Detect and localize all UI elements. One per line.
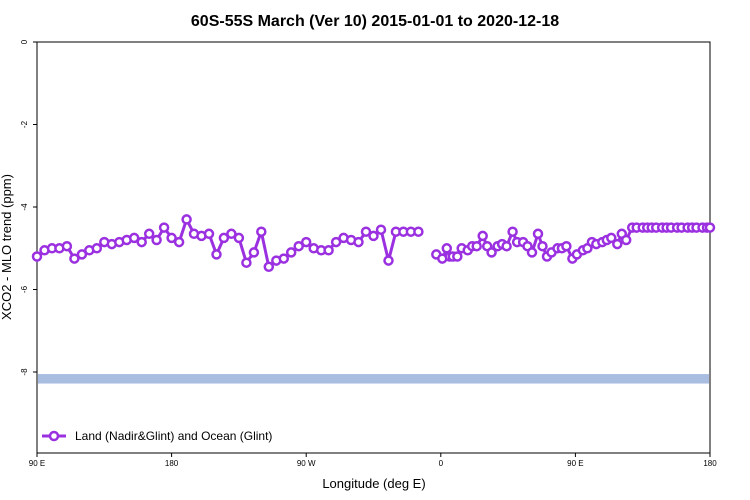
x-tick-label: 180: [165, 459, 179, 468]
y-tick-label: -2: [20, 120, 29, 128]
legend: Land (Nadir&Glint) and Ocean (Glint): [42, 429, 272, 443]
data-point: [486, 247, 497, 258]
data-point: [368, 230, 379, 242]
data-point: [69, 253, 80, 264]
data-point: [181, 214, 192, 225]
chart-title: 60S-55S March (Ver 10) 2015-01-01 to 202…: [191, 13, 559, 30]
data-point: [158, 222, 170, 233]
data-point: [278, 253, 290, 264]
y-axis: 0 -2 -4 -6 -8: [20, 39, 37, 376]
y-tick-label: 0: [20, 39, 29, 44]
data-point: [128, 232, 140, 244]
data-point: [293, 240, 304, 252]
plot-frame: [36, 41, 711, 454]
data-point: [143, 228, 155, 240]
data-point: [532, 228, 544, 240]
x-tick-label: 90 W: [297, 459, 316, 468]
x-axis-label: Longitude (deg E): [322, 476, 425, 491]
data-point: [353, 236, 364, 248]
data-point: [61, 240, 73, 252]
data-point: [471, 240, 482, 252]
data-point: [537, 240, 548, 252]
y-axis-label: XCO2 - MLO trend (ppm): [0, 174, 14, 320]
data-point: [300, 236, 312, 248]
data-point: [612, 238, 623, 250]
data-point: [360, 226, 372, 237]
data-point: [166, 232, 177, 244]
data-point: [91, 243, 103, 254]
data-point: [501, 240, 512, 252]
y-tick-label: -8: [20, 368, 29, 376]
x-tick-label: 0: [439, 459, 444, 468]
y-tick-label: -4: [20, 203, 29, 211]
data-point: [203, 228, 215, 240]
data-point: [441, 243, 453, 254]
data-point: [248, 247, 260, 258]
data-point: [76, 249, 88, 260]
data-point: [561, 240, 572, 252]
data-point: [256, 226, 267, 237]
data-point: [226, 228, 237, 240]
x-tick-label: 90 E: [567, 459, 583, 468]
data-point: [526, 247, 538, 258]
reference-band: [38, 374, 709, 384]
data-point: [452, 251, 463, 262]
data-point: [31, 251, 43, 262]
x-tick-label: 180: [703, 459, 717, 468]
data-point: [323, 245, 334, 256]
y-tick-label: -6: [20, 285, 29, 293]
series-layer: [31, 214, 716, 273]
data-point: [241, 257, 252, 268]
data-point: [263, 261, 275, 273]
data-point: [211, 249, 222, 260]
data-point: [330, 236, 342, 248]
data-point: [413, 226, 424, 237]
data-point: [477, 230, 488, 242]
legend-swatch-marker: [48, 430, 60, 442]
data-point: [151, 234, 162, 246]
data-point: [136, 236, 147, 248]
legend-entry-label: Land (Nadir&Glint) and Ocean (Glint): [75, 429, 272, 443]
x-tick-label: 90 E: [29, 459, 45, 468]
data-point: [383, 255, 394, 266]
data-point: [285, 247, 297, 258]
data-point: [704, 222, 716, 233]
x-axis: 90 E 180 90 W 0 90 E 180: [29, 453, 717, 468]
data-point: [606, 232, 617, 244]
data-point: [507, 226, 518, 237]
data-point: [173, 236, 185, 248]
data-point: [233, 232, 245, 244]
data-point: [218, 232, 230, 244]
data-point: [375, 224, 387, 235]
data-point: [620, 234, 632, 246]
